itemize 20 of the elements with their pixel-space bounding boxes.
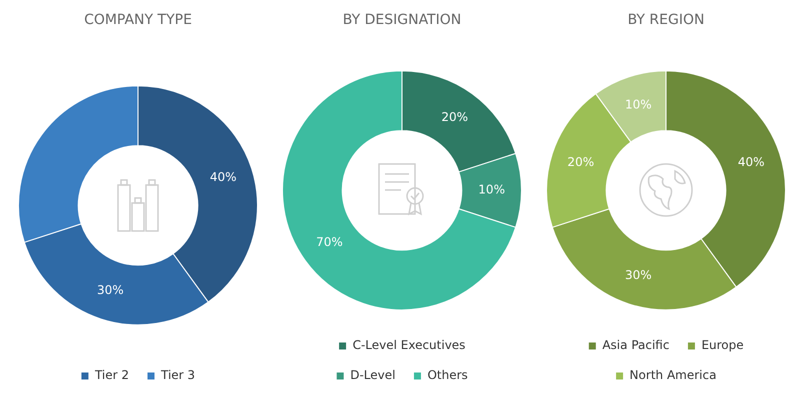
data-label: 70% <box>316 235 343 250</box>
chart-title: BY DESIGNATION <box>342 12 462 28</box>
legend-label: Europe <box>701 338 744 352</box>
data-label: 10% <box>478 182 505 197</box>
data-label: 20% <box>441 110 468 124</box>
data-label: 10% <box>624 97 652 112</box>
legend-label: D-Level <box>350 368 396 382</box>
legend-label: North America <box>630 368 716 382</box>
legend-label: Asia Pacific <box>602 338 670 352</box>
data-label: 20% <box>567 154 594 169</box>
data-label: 30% <box>624 268 652 282</box>
legend-label: C-Level Executives <box>352 338 466 352</box>
data-label: 40% <box>738 154 765 169</box>
legend-label: Tier 2 <box>94 368 129 382</box>
chart-title: COMPANY TYPE <box>84 12 192 28</box>
legend-label: Others <box>427 368 468 382</box>
data-label: 30% <box>96 282 124 297</box>
data-label: 40% <box>210 170 237 184</box>
chart-title: BY REGION <box>628 12 704 28</box>
legend-label: Tier 3 <box>160 368 196 382</box>
